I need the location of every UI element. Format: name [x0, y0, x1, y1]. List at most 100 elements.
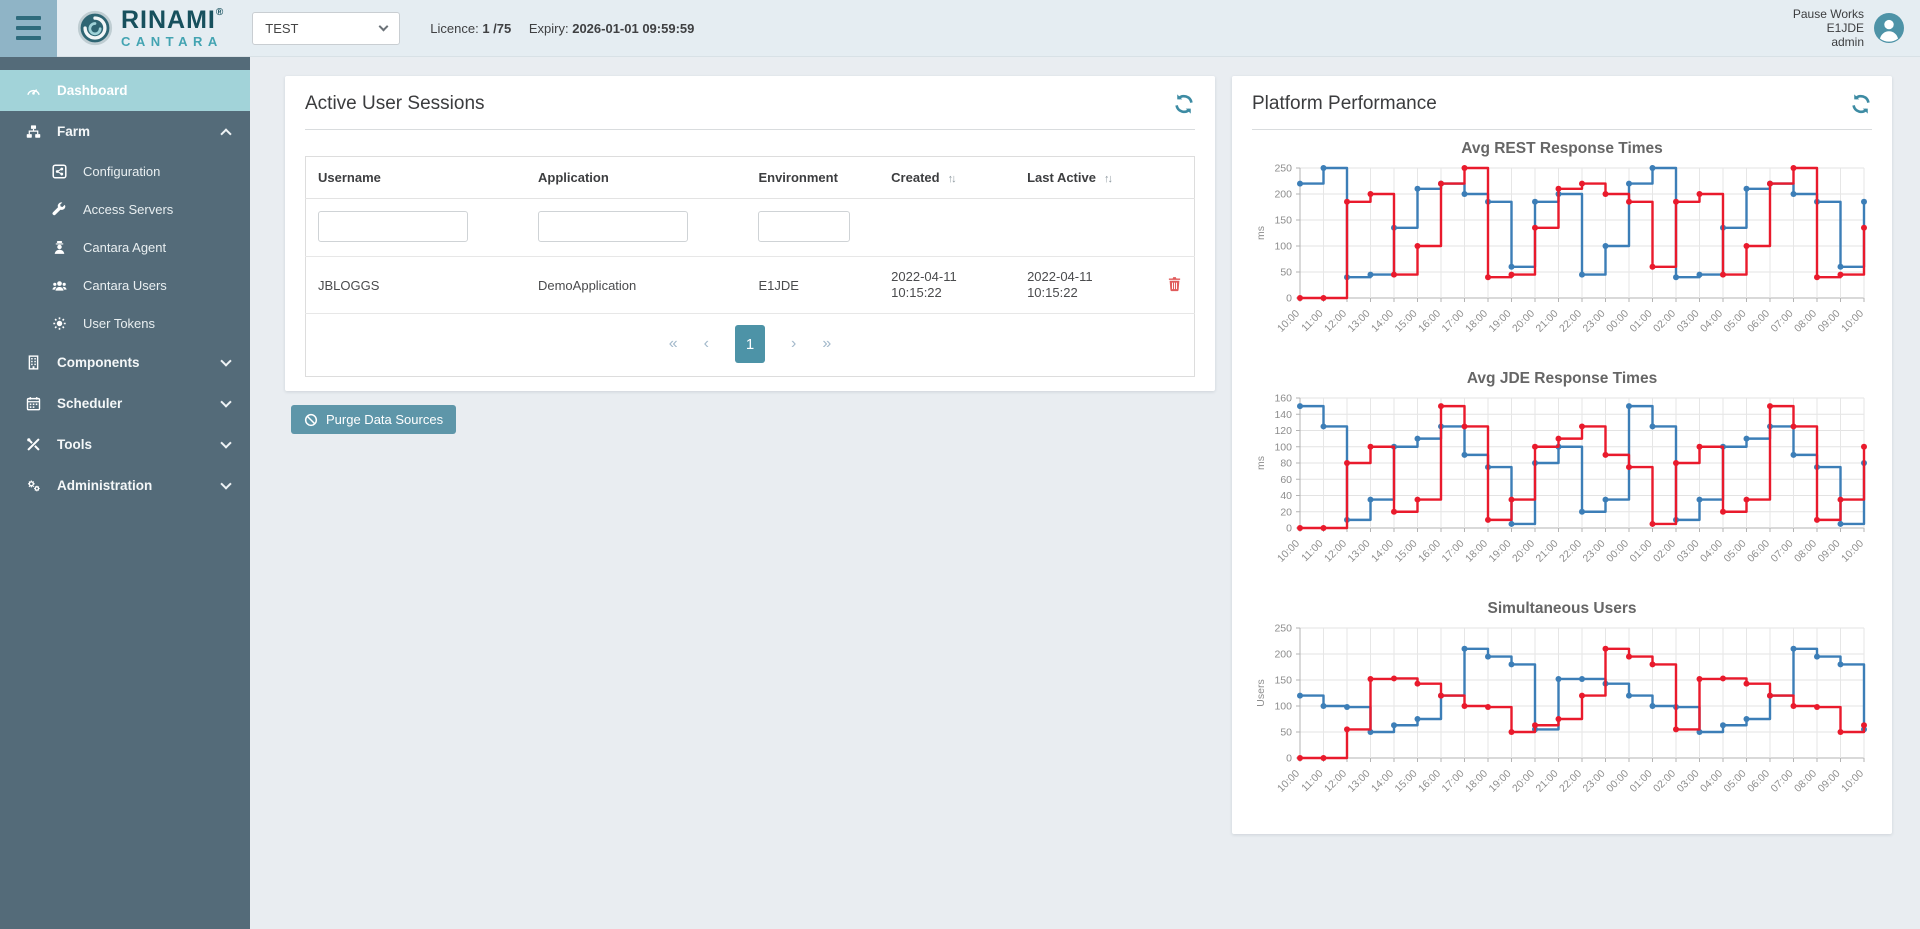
svg-text:140: 140	[1274, 409, 1292, 421]
chart-title: Avg REST Response Times	[1461, 140, 1663, 157]
refresh-icon[interactable]	[1850, 93, 1872, 115]
building-icon	[22, 355, 44, 370]
svg-text:08:00: 08:00	[1792, 538, 1819, 565]
username-filter-input[interactable]	[318, 211, 468, 242]
sessions-panel-title: Active User Sessions	[305, 93, 485, 114]
svg-text:250: 250	[1274, 163, 1292, 175]
svg-text:40: 40	[1280, 490, 1292, 502]
sessions-table-header-row: Username Application Environment Created…	[305, 156, 1195, 199]
svg-text:09:00: 09:00	[1816, 768, 1843, 795]
sidebar-item-label: Tools	[57, 437, 92, 452]
svg-text:07:00: 07:00	[1769, 768, 1796, 795]
sidebar-item-label: Configuration	[83, 163, 161, 179]
pagination-row: « ‹ 1 › »	[305, 313, 1195, 377]
svg-text:150: 150	[1274, 675, 1292, 687]
chart-canvas: 05010015020025010:0011:0012:0013:0014:00…	[1255, 623, 1867, 795]
brand-logo: RINAMI® CANTARA	[77, 8, 224, 48]
sidebar-item-scheduler[interactable]: Scheduler	[0, 383, 250, 424]
svg-text:09:00: 09:00	[1816, 538, 1843, 565]
top-header: RINAMI® CANTARA TEST Licence: 1 /75 Expi…	[0, 0, 1920, 57]
sidebar-item-label: Dashboard	[57, 83, 128, 98]
svg-text:17:00: 17:00	[1440, 538, 1467, 565]
svg-text:06:00: 06:00	[1745, 768, 1772, 795]
svg-text:15:00: 15:00	[1393, 308, 1420, 335]
gauge-icon	[22, 83, 44, 98]
svg-text:21:00: 21:00	[1534, 768, 1561, 795]
svg-text:03:00: 03:00	[1675, 538, 1702, 565]
sidebar-item-label: Access Servers	[83, 201, 174, 217]
page-first-button[interactable]: «	[668, 335, 678, 352]
col-application: Application	[537, 170, 609, 185]
svg-text:10:00: 10:00	[1839, 768, 1866, 795]
sidebar-item-cantara-users[interactable]: Cantara Users	[0, 266, 250, 304]
page-prev-button[interactable]: ‹	[703, 335, 709, 352]
sidebar-item-farm[interactable]: Farm	[0, 111, 250, 152]
chart-title: Simultaneous Users	[1487, 600, 1637, 617]
sidebar-item-components[interactable]: Components	[0, 342, 250, 383]
chevron-up-icon	[220, 127, 232, 140]
col-environment: Environment	[758, 170, 838, 185]
sidebar-item-administration[interactable]: Administration	[0, 465, 250, 506]
svg-text:23:00: 23:00	[1581, 538, 1608, 565]
svg-text:07:00: 07:00	[1769, 538, 1796, 565]
panel-divider	[1252, 129, 1872, 130]
svg-text:0: 0	[1286, 523, 1292, 535]
user-avatar-icon[interactable]	[1874, 13, 1904, 43]
svg-text:21:00: 21:00	[1534, 308, 1561, 335]
svg-text:05:00: 05:00	[1722, 538, 1749, 565]
share-square-icon	[48, 163, 70, 179]
svg-text:20:00: 20:00	[1510, 308, 1537, 335]
col-last-active: Last Active	[1027, 170, 1096, 185]
svg-text:04:00: 04:00	[1698, 768, 1725, 795]
application-filter-input[interactable]	[537, 211, 688, 242]
sidebar-item-dashboard[interactable]: Dashboard	[0, 70, 250, 111]
sidebar-item-access-servers[interactable]: Access Servers	[0, 190, 250, 228]
hamburger-menu-icon[interactable]	[0, 0, 57, 57]
sidebar-item-label: Cantara Agent	[83, 239, 167, 255]
refresh-icon[interactable]	[1173, 93, 1195, 115]
chevron-down-icon	[378, 21, 389, 31]
page-1-button[interactable]: 1	[735, 325, 765, 363]
page-last-button[interactable]: »	[822, 335, 832, 352]
sidebar-item-label: Components	[57, 355, 140, 370]
col-username: Username	[318, 170, 381, 185]
licence-info: Licence: 1 /75 Expiry: 2026-01-01 09:59:…	[430, 21, 694, 36]
chart-canvas: 05010015020025010:0011:0012:0013:0014:00…	[1255, 163, 1867, 335]
svg-text:14:00: 14:00	[1369, 768, 1396, 795]
expiry-value: 2026-01-01 09:59:59	[572, 20, 695, 36]
sort-last-active-icon[interactable]: ↑↓	[1103, 173, 1113, 185]
sidebar-item-label: Farm	[57, 124, 91, 139]
purge-data-sources-button[interactable]: Purge Data Sources	[291, 405, 457, 434]
platform-performance-panel: Platform Performance Avg REST Response T…	[1232, 76, 1892, 834]
session-username: JBLOGGS	[305, 256, 526, 314]
svg-text:23:00: 23:00	[1581, 308, 1608, 335]
licence-value: 1 /75	[482, 20, 512, 36]
svg-text:00:00: 00:00	[1604, 768, 1631, 795]
brand-name: RINAMI®	[121, 6, 225, 34]
svg-text:02:00: 02:00	[1651, 538, 1678, 565]
svg-text:00:00: 00:00	[1604, 538, 1631, 565]
svg-text:19:00: 19:00	[1487, 538, 1514, 565]
sidebar-item-user-tokens[interactable]: User Tokens	[0, 304, 250, 342]
svg-text:14:00: 14:00	[1369, 538, 1396, 565]
environment-select[interactable]: TEST	[252, 11, 401, 45]
tools-icon	[22, 437, 44, 452]
svg-text:23:00: 23:00	[1581, 768, 1608, 795]
svg-text:04:00: 04:00	[1698, 538, 1725, 565]
sidebar-item-configuration[interactable]: Configuration	[0, 152, 250, 190]
svg-text:18:00: 18:00	[1463, 308, 1490, 335]
calendar-icon	[22, 396, 44, 411]
svg-text:06:00: 06:00	[1745, 308, 1772, 335]
chevron-down-icon	[220, 396, 232, 408]
svg-text:01:00: 01:00	[1628, 308, 1655, 335]
delete-session-icon[interactable]	[1167, 276, 1182, 295]
page-next-button[interactable]: ›	[791, 335, 797, 352]
environment-filter-input[interactable]	[758, 211, 851, 242]
svg-text:05:00: 05:00	[1722, 768, 1749, 795]
chart-2: Avg JDE Response Times 0 20 40 60 80 100 120 140…	[1252, 370, 1872, 590]
sidebar-item-tools[interactable]: Tools	[0, 424, 250, 465]
sidebar-item-cantara-agent[interactable]: Cantara Agent	[0, 228, 250, 266]
sidebar-item-label: User Tokens	[83, 315, 156, 331]
sort-created-icon[interactable]: ↑↓	[947, 173, 957, 185]
svg-text:17:00: 17:00	[1440, 308, 1467, 335]
